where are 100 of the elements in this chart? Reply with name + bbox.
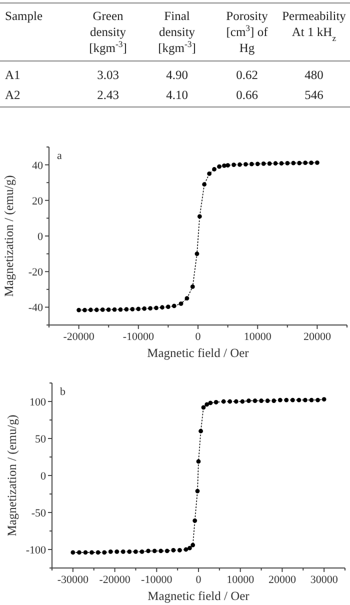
point	[120, 550, 126, 554]
point	[290, 398, 295, 402]
point	[136, 306, 141, 312]
point	[243, 162, 248, 166]
text: 4.10	[166, 88, 188, 102]
point	[118, 307, 123, 312]
point	[240, 399, 245, 404]
x-tick-label: -10000	[141, 574, 173, 586]
x-tick-label: -20000	[99, 574, 131, 586]
point	[177, 548, 182, 552]
point	[212, 167, 216, 172]
point	[184, 296, 190, 300]
y-axis-title: Magnetization / (emu/g)	[2, 175, 16, 297]
point	[221, 399, 226, 404]
point	[296, 398, 302, 402]
point	[297, 160, 302, 166]
point	[192, 518, 198, 523]
point	[226, 163, 230, 168]
x-tick-label: 0	[195, 331, 202, 343]
point	[77, 550, 82, 555]
point	[246, 398, 251, 403]
point	[232, 162, 236, 167]
point	[90, 550, 94, 555]
x-tick-label: -20000	[63, 331, 95, 343]
point	[70, 550, 76, 555]
text: 2.43	[97, 88, 119, 102]
point	[217, 164, 222, 169]
point	[208, 400, 213, 406]
point	[255, 162, 260, 166]
x-tick-label: 10000	[244, 331, 272, 343]
x-axis-title: Magnetic field / Oer	[147, 346, 250, 360]
point	[158, 548, 164, 554]
point	[222, 163, 226, 168]
point	[285, 161, 290, 166]
point	[279, 161, 284, 166]
point	[238, 162, 242, 167]
y-tick-label: 0	[40, 470, 46, 482]
point	[112, 307, 117, 312]
point	[88, 308, 93, 312]
text: 546	[304, 88, 324, 102]
point	[267, 161, 272, 166]
category-label: Permeability At 1 kH$_{z}$	[282, 9, 347, 43]
category-label: Sample	[5, 9, 43, 23]
point	[190, 542, 196, 548]
text: 3.03	[97, 68, 119, 82]
point	[273, 161, 278, 166]
y-tick-label: -50	[31, 508, 46, 520]
text: 4.90	[166, 68, 188, 82]
point	[249, 162, 254, 166]
point	[234, 399, 238, 404]
point	[303, 398, 308, 402]
point	[134, 550, 138, 554]
point	[291, 160, 296, 166]
point	[228, 399, 232, 404]
text: 0.66	[236, 88, 258, 102]
point	[315, 160, 320, 165]
point	[309, 398, 314, 402]
y-tick-label: 20	[32, 195, 44, 208]
point	[252, 398, 258, 403]
x-tick-label: 0	[196, 574, 202, 586]
x-tick-label: 10000	[226, 574, 255, 586]
point	[214, 400, 218, 404]
x-axis-title: Magnetic field / Oer	[148, 589, 250, 603]
point	[76, 308, 81, 312]
point	[100, 307, 105, 312]
point	[303, 160, 308, 166]
annotation: b	[60, 386, 66, 398]
point	[265, 398, 270, 403]
point	[272, 398, 276, 403]
category-label: Final density [kgm$^{-3}$]	[158, 9, 196, 55]
point	[201, 405, 206, 410]
point	[82, 308, 87, 312]
point	[188, 546, 192, 550]
point	[94, 308, 99, 312]
point	[204, 402, 210, 407]
point	[309, 160, 314, 166]
point	[114, 550, 120, 554]
point	[140, 550, 144, 554]
point	[160, 305, 164, 310]
x-tick-label: 20000	[268, 574, 296, 586]
point	[146, 548, 150, 554]
point	[152, 548, 157, 554]
point	[154, 306, 158, 310]
point	[108, 550, 113, 554]
point	[164, 548, 170, 554]
point	[124, 307, 129, 312]
point	[278, 398, 282, 402]
x-tick-label: -10000	[122, 331, 154, 343]
x-tick-label: 20000	[303, 331, 332, 343]
category-label: A2	[5, 88, 20, 102]
point	[190, 284, 195, 289]
y-tick-label: -40	[28, 302, 44, 314]
point	[202, 182, 207, 187]
point	[127, 550, 132, 554]
y-tick-label: 0	[38, 231, 44, 243]
point	[207, 172, 212, 176]
point	[184, 547, 188, 552]
point	[196, 459, 201, 464]
x-tick-label: -30000	[57, 574, 90, 586]
point	[130, 306, 135, 312]
